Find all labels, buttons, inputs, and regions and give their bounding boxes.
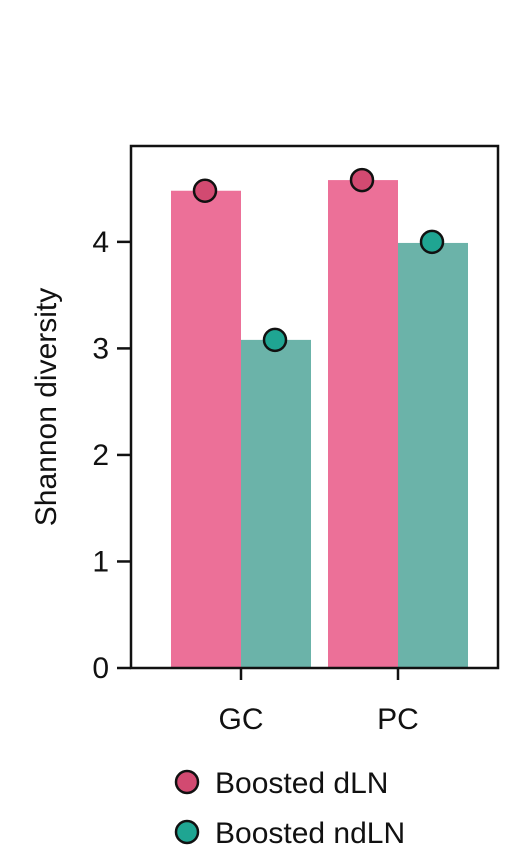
bars-group xyxy=(171,180,468,669)
y-tick-label: 4 xyxy=(92,226,109,259)
y-axis-title: Shannon diversity xyxy=(30,288,63,526)
points-group xyxy=(192,167,445,353)
y-tick-label: 0 xyxy=(92,652,109,685)
bar-pc-dln xyxy=(328,180,398,669)
legend-label-dln: Boosted dLN xyxy=(215,767,388,800)
legend-marker-ndln xyxy=(174,819,200,845)
legend-marker-dln xyxy=(174,769,200,795)
bar-gc-ndln xyxy=(241,339,311,668)
y-tick-label: 3 xyxy=(92,332,109,365)
legend: Boosted dLN Boosted ndLN xyxy=(174,767,405,850)
bar-gc-dln xyxy=(171,190,241,668)
plot-frame xyxy=(129,144,500,670)
point-gc-ndln xyxy=(262,327,288,353)
x-axis: GC PC xyxy=(219,668,419,736)
bar-pc-ndln xyxy=(398,242,468,668)
y-axis: 0 1 2 3 4 xyxy=(92,226,131,685)
x-tick-label-gc: GC xyxy=(219,703,264,736)
x-tick-label-pc: PC xyxy=(377,703,419,736)
point-gc-dln xyxy=(192,178,218,203)
y-tick-label: 2 xyxy=(92,439,109,472)
y-tick-label: 1 xyxy=(92,545,109,578)
point-pc-ndln xyxy=(419,229,445,255)
legend-label-ndln: Boosted ndLN xyxy=(215,817,405,850)
point-pc-dln xyxy=(349,167,375,193)
